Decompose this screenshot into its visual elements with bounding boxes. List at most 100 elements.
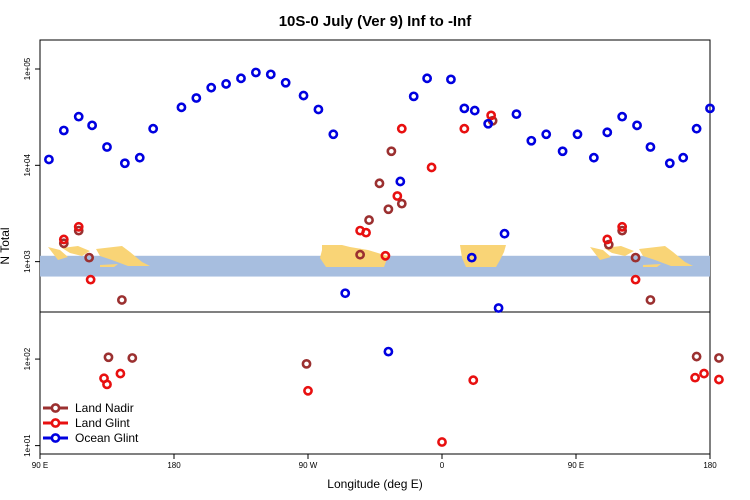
land-nadir-point	[617, 225, 628, 236]
ocean-glint-point	[191, 93, 202, 103]
land-glint-point	[690, 372, 701, 383]
ocean-glint-point	[58, 125, 69, 136]
legend-label-land-nadir: Land Nadir	[75, 401, 134, 415]
land-glint-point	[426, 162, 437, 173]
x-tick-label: 90 W	[299, 461, 318, 470]
land-nadir-point	[103, 352, 114, 363]
ocean-glint-point	[236, 73, 246, 84]
ocean-glint-point	[206, 82, 217, 93]
land-glint-point	[303, 385, 313, 396]
ocean-glint-point	[44, 154, 54, 165]
land-glint-point	[392, 191, 403, 201]
ocean-glint-point	[148, 123, 159, 134]
land-nadir-point	[84, 252, 95, 263]
land-glint-point	[361, 227, 371, 238]
ocean-glint-point	[469, 105, 480, 116]
ocean-glint-point	[541, 129, 552, 140]
y-tick-label: 1e+01	[23, 434, 32, 457]
ocean-glint-point	[678, 152, 689, 163]
legend-marker-ocean-glint	[50, 433, 61, 443]
data-points	[44, 67, 724, 447]
ocean-glint-point	[119, 158, 130, 169]
ocean-glint-point	[298, 90, 309, 101]
x-axis: 90 E 180 90 W 0 90 E 180	[32, 454, 717, 470]
ocean-glint-point	[588, 152, 599, 163]
ocean-glint-point	[250, 67, 261, 78]
x-tick-label: 180	[167, 461, 181, 470]
y-axis-upper: 1e+03 1e+04 1e+05	[23, 57, 40, 273]
land-mass-maritime-continent-repeat	[590, 246, 693, 267]
legend-marker-land-nadir	[50, 403, 61, 413]
ocean-glint-point	[328, 129, 339, 140]
land-glint-point	[85, 274, 96, 285]
ocean-glint-point	[466, 252, 477, 263]
ocean-glint-point	[499, 228, 510, 239]
ocean-glint-point	[422, 73, 433, 84]
land-glint-point	[468, 375, 479, 386]
legend-label-land-glint: Land Glint	[75, 416, 130, 430]
x-axis-label: Longitude (deg E)	[327, 477, 422, 491]
land-nadir-point	[355, 249, 366, 260]
y-axis-lower: 1e+01 1e+02	[23, 347, 40, 457]
lower-panel-frame	[39, 311, 711, 455]
land-glint-point	[459, 123, 470, 134]
land-nadir-point	[603, 239, 614, 250]
land-nadir-point	[386, 146, 397, 157]
land-glint-point	[380, 250, 391, 261]
land-nadir-point	[714, 353, 724, 363]
x-tick-label: 180	[703, 461, 717, 470]
land-nadir-point	[383, 204, 394, 215]
ocean-glint-point	[664, 158, 675, 169]
y-axis-label: N Total	[0, 227, 12, 264]
y-tick-label: 1e+02	[23, 347, 32, 370]
ocean-glint-point	[632, 120, 642, 131]
land-nadir-point	[374, 178, 385, 189]
ocean-glint-point	[313, 104, 324, 115]
land-nadir-point	[691, 351, 702, 362]
y-tick-label: 1e+04	[23, 154, 32, 177]
land-mass-maritime-continent	[48, 246, 150, 267]
ocean-glint-point	[102, 142, 112, 152]
ocean-glint-point	[395, 176, 406, 187]
ocean-glint-point	[134, 152, 145, 163]
ocean-glint-point	[340, 288, 351, 299]
land-glint-point	[630, 274, 641, 285]
ocean-glint-point	[617, 111, 628, 122]
land-glint-point	[486, 110, 497, 121]
ocean-glint-point	[493, 303, 504, 313]
land-glint-point	[699, 368, 709, 379]
ocean-glint-point	[459, 103, 470, 114]
y-tick-label: 1e+05	[23, 57, 32, 80]
land-glint-point	[714, 374, 724, 385]
land-nadir-point	[364, 215, 374, 225]
x-tick-label: 90 E	[32, 461, 48, 470]
ocean-glint-point	[483, 118, 494, 129]
ocean-glint-point	[511, 109, 522, 120]
land-nadir-point	[127, 353, 138, 363]
ocean-glint-point	[221, 79, 232, 89]
y-tick-label: 1e+03	[23, 250, 32, 273]
ocean-glint-point	[691, 123, 702, 134]
land-mass-south-america	[320, 245, 388, 267]
ocean-glint-point	[705, 103, 715, 114]
map-band	[40, 245, 710, 277]
land-glint-point	[115, 368, 126, 379]
ocean-glint-point	[645, 142, 656, 152]
ocean-glint-point	[265, 69, 276, 80]
legend-marker-land-glint	[50, 418, 61, 428]
x-tick-label: 90 E	[568, 461, 584, 470]
ocean-glint-point	[87, 120, 98, 131]
land-nadir-point	[73, 225, 84, 236]
land-glint-point	[617, 221, 628, 232]
land-glint-point	[437, 437, 447, 447]
land-nadir-point	[630, 252, 641, 263]
land-nadir-point	[645, 295, 656, 305]
land-glint-point	[73, 221, 84, 232]
chart-title: 10S-0 July (Ver 9) Inf to -Inf	[279, 13, 473, 30]
land-nadir-point	[301, 358, 312, 369]
ocean-glint-point	[176, 102, 187, 113]
land-glint-point	[602, 234, 613, 245]
legend-label-ocean-glint: Ocean Glint	[75, 431, 139, 445]
